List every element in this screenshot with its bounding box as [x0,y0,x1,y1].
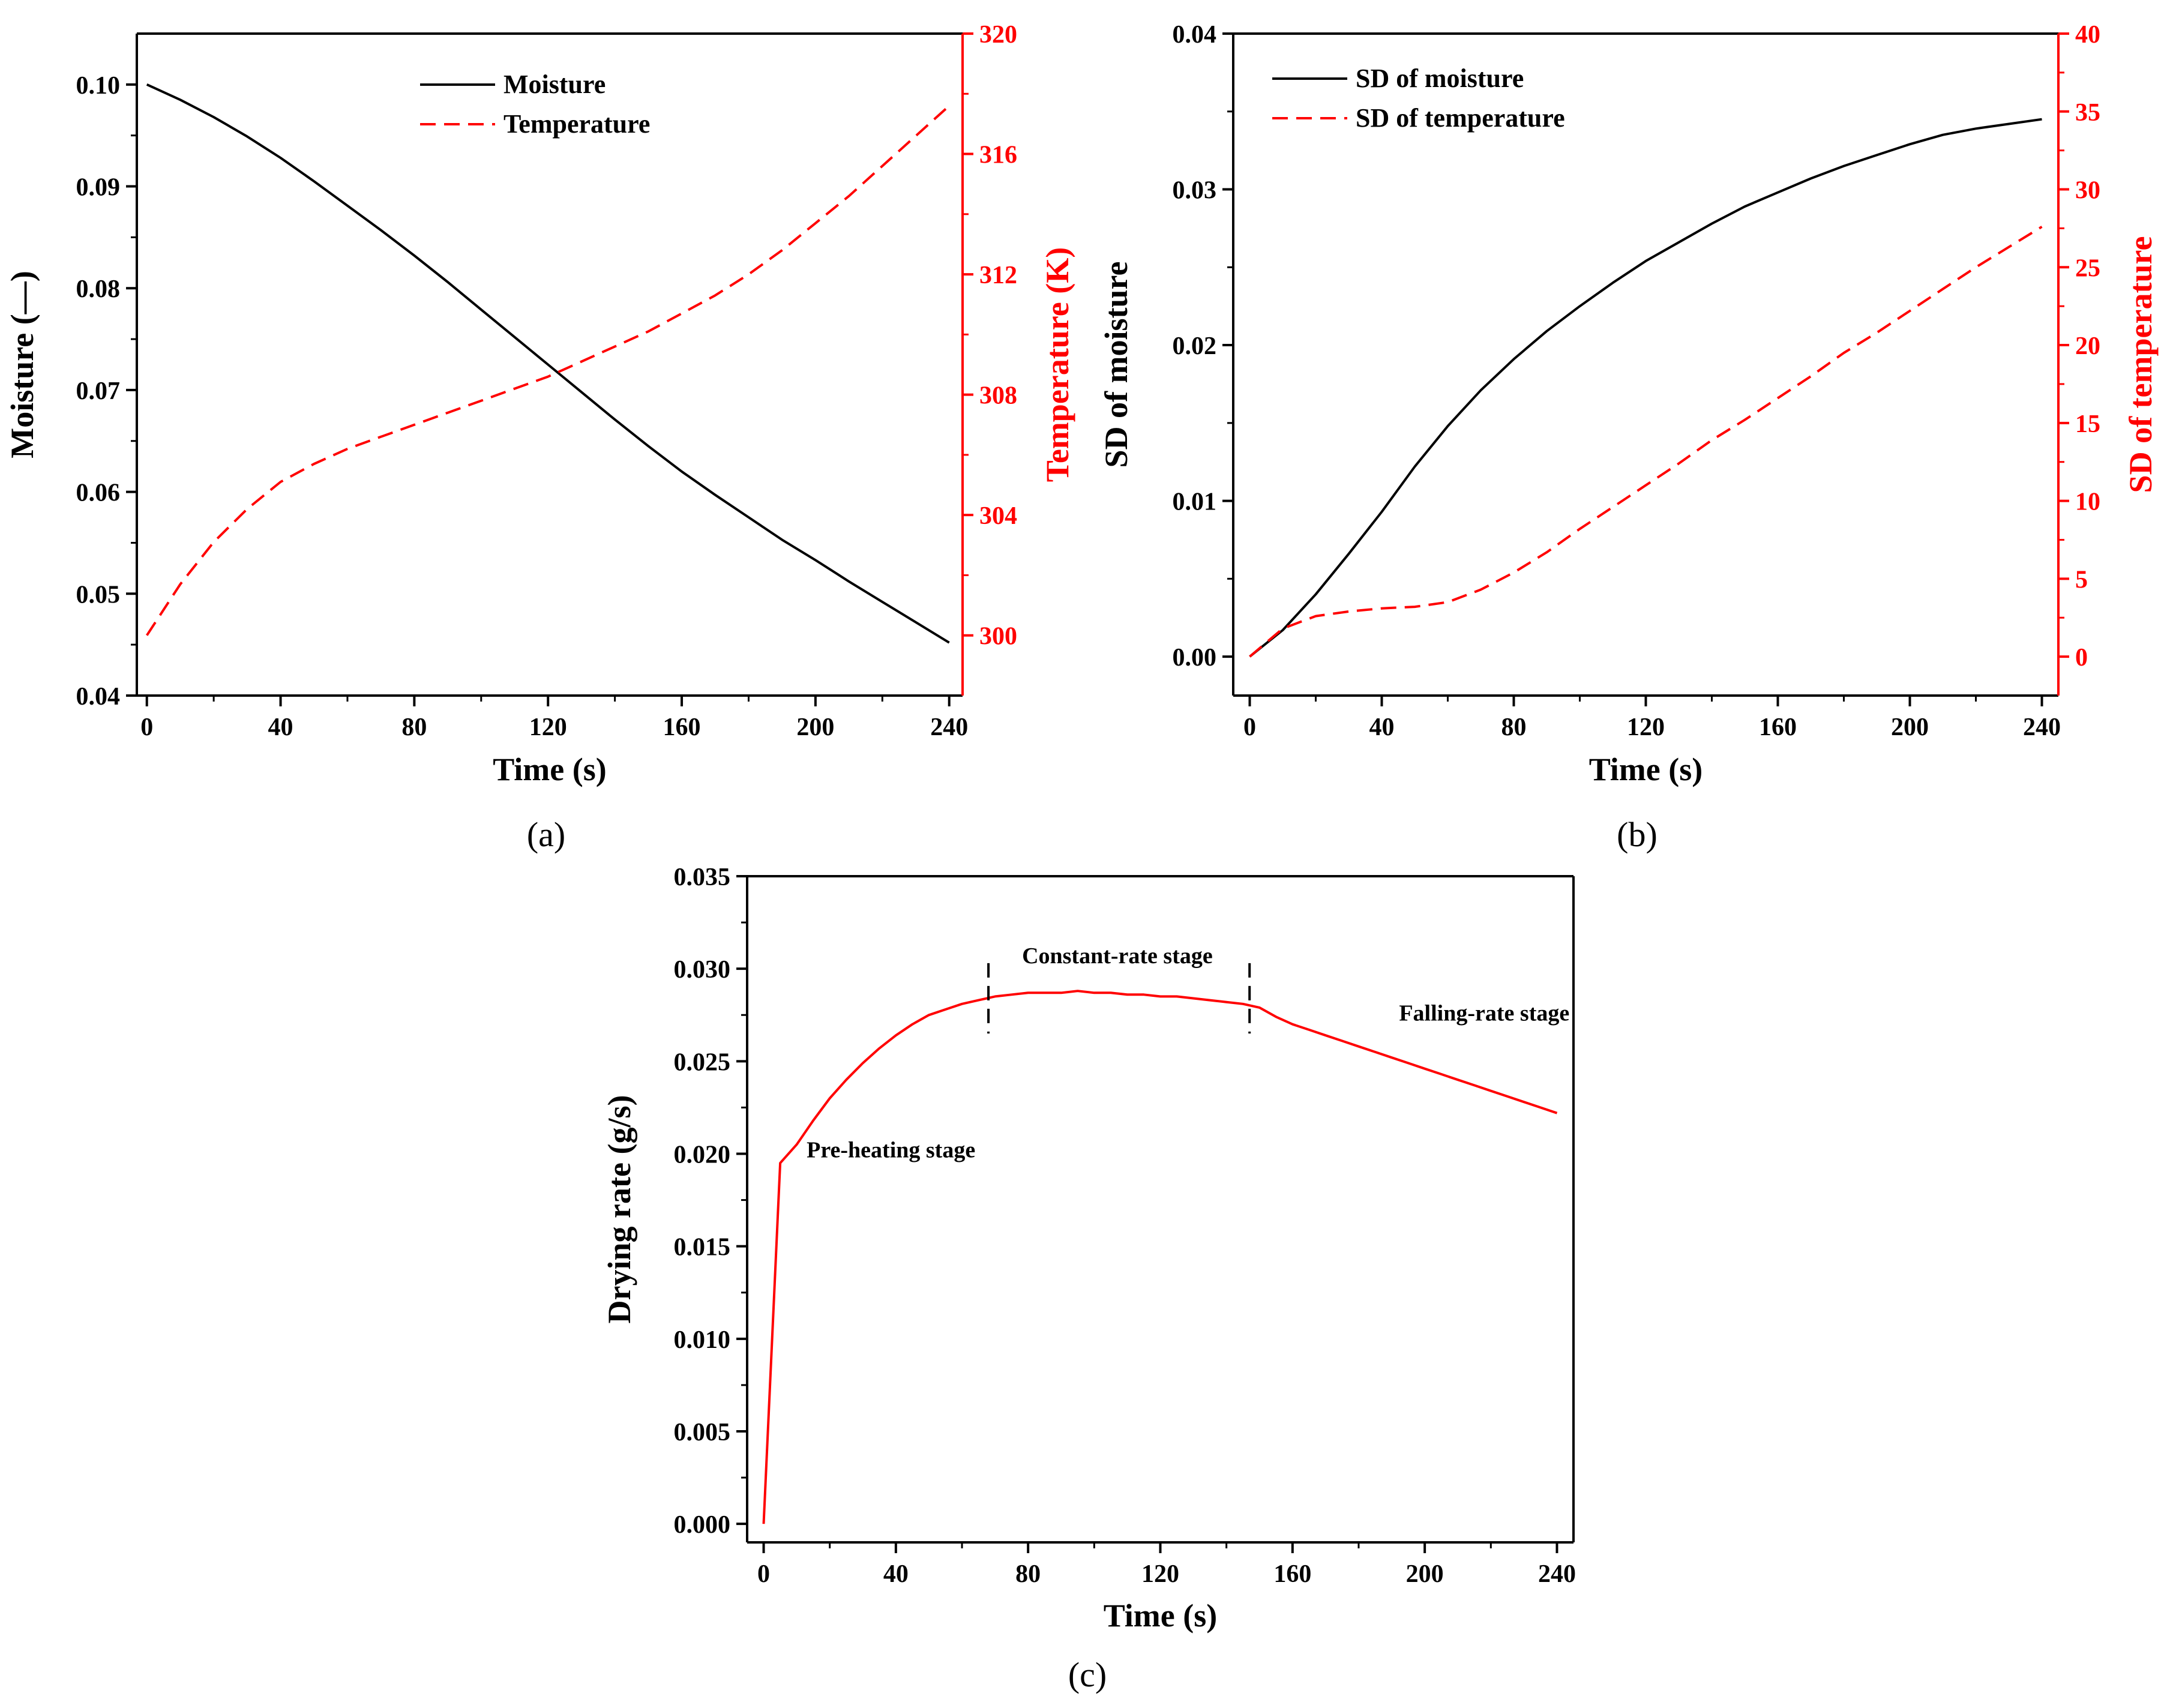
y-tick-label: 0.05 [76,581,121,609]
x-tick-label: 80 [1501,714,1527,741]
x-tick-label: 0 [757,1560,770,1588]
right-y-axis-title: Temperature (K) [1039,247,1075,482]
y-tick-label: 0.005 [674,1419,731,1446]
y-tick-label: 0.030 [674,956,731,984]
right-y-tick-label: 40 [2075,21,2100,49]
y-tick-label: 0.10 [76,72,121,100]
right-y-tick-label: 316 [979,142,1017,169]
y-tick-label: 0.020 [674,1141,731,1169]
x-tick-label: 40 [883,1560,909,1588]
series-line-temperature [146,104,951,636]
stage-annotation: Constant-rate stage [1022,943,1213,969]
legend-label: SD of temperature [1356,103,1565,133]
legend-label: Moisture [503,70,606,99]
y-tick-label: 0.00 [1173,644,1217,672]
y-tick-label: 0.025 [674,1048,731,1076]
x-tick-label: 160 [1273,1560,1311,1588]
panel-label: (c) [1068,1655,1107,1694]
x-tick-label: 40 [268,714,293,741]
y-tick-label: 0.035 [674,864,731,891]
right-y-tick-label: 320 [979,21,1017,49]
y-tick-label: 0.06 [76,480,121,507]
panel-label: (a) [527,815,565,854]
x-tick-label: 120 [1141,1560,1179,1588]
chart-panel-b: 0 40 80 120 160 200 240 0.00 0.01 0.02 0.03 0.04 0 5 1… [1098,21,2159,854]
y-tick-label: 0.07 [76,377,121,405]
x-tick-label: 0 [1243,714,1256,741]
right-y-axis-title: SD of temperature [2123,236,2159,493]
y-tick-label: 0.09 [76,174,121,202]
right-y-tick-label: 20 [2075,332,2100,360]
y-tick-label: 0.010 [674,1326,731,1354]
x-tick-label: 240 [2023,714,2061,741]
right-y-tick-label: 0 [2075,644,2088,672]
x-tick-label: 40 [1369,714,1395,741]
y-axis-title: Moisture (—) [4,271,40,458]
right-y-tick-label: 304 [979,502,1017,530]
x-axis-title: Time (s) [1589,751,1703,787]
x-axis-title: Time (s) [1104,1598,1217,1634]
x-tick-label: 160 [1759,714,1797,741]
chart-panel-a: 0 40 80 120 160 200 240 0.04 0.05 0.06 0.07 0.08 0.0… [4,21,1075,854]
stage-annotation: Falling-rate stage [1399,1001,1569,1026]
legend-label: Temperature [503,109,650,139]
x-tick-label: 200 [1891,714,1929,741]
x-tick-label: 80 [401,714,427,741]
y-axis-title: SD of moisture [1098,262,1134,468]
right-y-tick-label: 30 [2075,177,2100,205]
y-tick-label: 0.04 [76,683,121,711]
y-tick-label: 0.08 [76,275,121,303]
y-axis-title: Drying rate (g/s) [601,1095,637,1324]
y-tick-label: 0.015 [674,1234,731,1261]
right-y-tick-label: 300 [979,623,1017,651]
right-y-tick-label: 25 [2075,254,2100,282]
x-tick-label: 240 [1538,1560,1576,1588]
right-y-tick-label: 5 [2075,566,2088,594]
x-tick-label: 240 [930,714,968,741]
x-tick-label: 120 [529,714,567,741]
right-y-tick-label: 312 [979,262,1017,289]
y-tick-label: 0.04 [1173,21,1217,49]
x-tick-label: 80 [1015,1560,1041,1588]
y-tick-label: 0.01 [1173,489,1217,516]
series-line-drying-rate [762,990,1558,1524]
stage-annotation: Pre-heating stage [807,1138,975,1163]
x-tick-label: 160 [663,714,701,741]
x-axis-title: Time (s) [493,751,606,787]
series-line-moisture [146,83,950,644]
chart-panel-c: 0 40 80 120 160 200 240 0.000 0.005 0.010 0.015 0.0… [601,864,1576,1694]
x-tick-label: 200 [1406,1560,1444,1588]
panel-label: (b) [1617,815,1658,854]
right-y-tick-label: 15 [2075,410,2100,438]
series-line-sd-of-moisture [1249,118,2042,658]
x-tick-label: 120 [1627,714,1665,741]
series-line-sd-of-temperature [1249,226,2043,658]
right-y-tick-label: 35 [2075,99,2100,127]
right-y-tick-label: 308 [979,382,1017,410]
y-tick-label: 0.03 [1173,177,1217,205]
right-y-tick-label: 10 [2075,489,2100,516]
x-tick-label: 0 [140,714,153,741]
x-tick-label: 200 [796,714,834,741]
y-tick-label: 0.000 [674,1511,731,1539]
legend-label: SD of moisture [1356,64,1524,93]
y-tick-label: 0.02 [1173,332,1217,360]
